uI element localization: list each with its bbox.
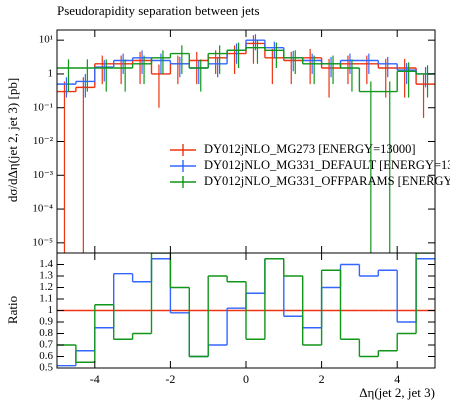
ratio-plot [57, 253, 435, 367]
x-tick-label: -4 [90, 372, 100, 386]
legend-label: DY012jNLO_MG331_OFFPARAMS [ENERGY=13000] [204, 174, 450, 188]
plot-frame [56, 252, 436, 369]
y-tick-label: 10⁻⁵ [32, 236, 53, 248]
ratio-axis-label: Ratio [5, 296, 20, 324]
x-tick-label: 0 [243, 372, 249, 386]
y-tick-label: 1.2 [39, 281, 53, 293]
x-tick-label: -2 [165, 372, 175, 386]
y-tick-label: 1.3 [39, 270, 53, 282]
y-axis-label: dσ/dΔη(jet 2, jet 3) [pb] [5, 78, 20, 202]
x-axis-label: Δη(jet 2, jet 3) [359, 385, 435, 400]
main-plot [57, 34, 435, 253]
y-tick-label: 1 [48, 304, 54, 316]
chart-title: Pseudorapidity separation between jets [57, 3, 260, 18]
legend-label: DY012jNLO_MG331_DEFAULT [ENERGY=13000] [204, 158, 450, 172]
x-tick-label: 4 [394, 372, 400, 386]
y-tick-label: 1 [48, 67, 54, 79]
y-tick-label: 0.5 [39, 362, 53, 374]
y-tick-label: 0.8 [39, 327, 53, 339]
y-tick-label: 10⁻³ [33, 169, 54, 181]
y-tick-label: 1.4 [39, 258, 53, 270]
y-tick-label: 0.7 [39, 339, 53, 351]
y-tick-label: 0.6 [39, 350, 53, 362]
y-tick-label: 10⁻¹ [33, 101, 53, 113]
x-tick-label: 2 [319, 372, 325, 386]
y-tick-label: 10⁻⁴ [32, 203, 53, 215]
y-tick-label: 10¹ [39, 34, 53, 46]
y-tick-label: 1.1 [39, 293, 53, 305]
y-tick-label: 0.9 [39, 316, 53, 328]
y-tick-label: 10⁻² [33, 135, 54, 147]
legend-label: DY012jNLO_MG273 [ENERGY=13000] [204, 142, 416, 156]
axes: 10¹ 1 10⁻¹ 10⁻² 10⁻³ 10⁻⁴ 10⁻⁵ DY012jNLO_MG273 … [32, 29, 450, 386]
